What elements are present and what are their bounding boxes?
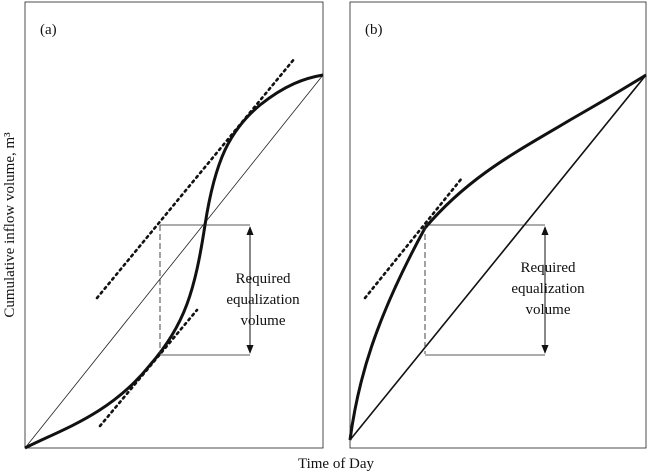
inflow-curve bbox=[24, 73, 324, 450]
annotation: Required bbox=[521, 260, 576, 276]
tangent bbox=[363, 176, 464, 300]
tangent bbox=[98, 308, 199, 428]
annotation: equalization bbox=[511, 281, 585, 297]
annotation: equalization bbox=[226, 292, 300, 308]
x-axis-label: Time of Day bbox=[298, 456, 375, 472]
panel-a: (a) Required equalization volume bbox=[24, 1, 324, 450]
frame bbox=[24, 1, 324, 449]
average-line bbox=[349, 74, 647, 441]
frame bbox=[349, 1, 647, 449]
annotation: volume bbox=[526, 302, 571, 318]
panel-b: (b) Required equalization volume bbox=[348, 1, 647, 449]
annotation: volume bbox=[241, 313, 286, 329]
y-axis-label: Cumulative inflow volume, m³ bbox=[2, 132, 18, 318]
tangent bbox=[95, 56, 297, 300]
panel-label: (a) bbox=[40, 22, 57, 38]
inflow-curve bbox=[348, 73, 647, 441]
average-line bbox=[24, 74, 324, 449]
annotation: Required bbox=[236, 271, 291, 287]
panel-label: (b) bbox=[365, 22, 383, 38]
